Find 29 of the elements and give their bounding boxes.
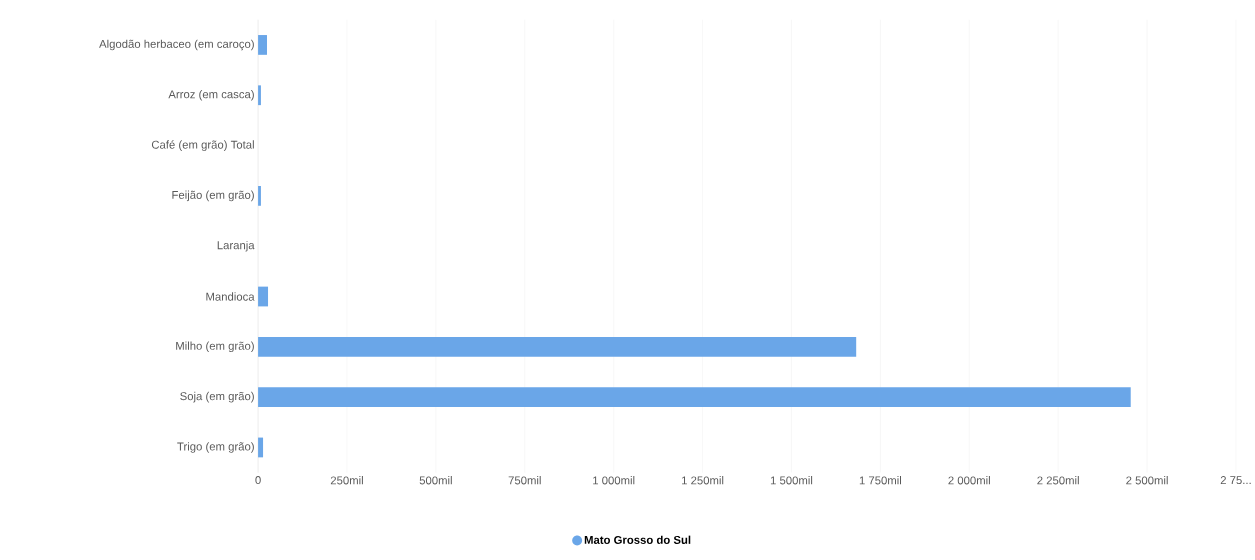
x-tick-label: 1 750mil: [859, 476, 902, 485]
y-tick-label: Arroz (em casca): [168, 90, 254, 101]
y-tick-label: Algodão herbaceo (em caroço): [99, 39, 254, 51]
y-tick-label: Milho (em grão): [176, 341, 254, 353]
x-tick-label: 500mil: [419, 476, 452, 485]
x-tick-label: 2 500mil: [1126, 476, 1168, 485]
x-tick-label: 1 250mil: [682, 476, 724, 485]
bar: [258, 437, 264, 458]
x-tick-label: 2 000mil: [948, 476, 990, 485]
bar: [258, 337, 857, 357]
x-tick-label: 250mil: [330, 476, 363, 485]
x-tick-label: 1 500mil: [770, 476, 813, 485]
legend-label: Mato Grosso do Sul: [584, 535, 691, 545]
y-tick-label: Café (em grão) Total: [151, 140, 254, 152]
x-tick-label: 2 75...: [1220, 476, 1251, 485]
y-tick-label: Feijão (em grão): [172, 190, 254, 202]
y-tick-label: Soja (em grão): [180, 392, 254, 403]
y-tick-label: Laranja: [217, 241, 255, 252]
y-tick-label: Trigo (em grão): [177, 442, 254, 453]
x-tick-label: 750mil: [508, 476, 541, 485]
x-tick-label: 0: [255, 476, 261, 485]
x-tick-label: 1 000mil: [593, 476, 635, 485]
bar: [258, 186, 261, 206]
bar: [258, 387, 1131, 408]
bar: [258, 35, 267, 56]
x-tick-label: 2 250mil: [1037, 476, 1079, 485]
bar: [258, 85, 261, 106]
y-tick-label: Mandioca: [206, 292, 255, 301]
bar: [258, 286, 269, 307]
